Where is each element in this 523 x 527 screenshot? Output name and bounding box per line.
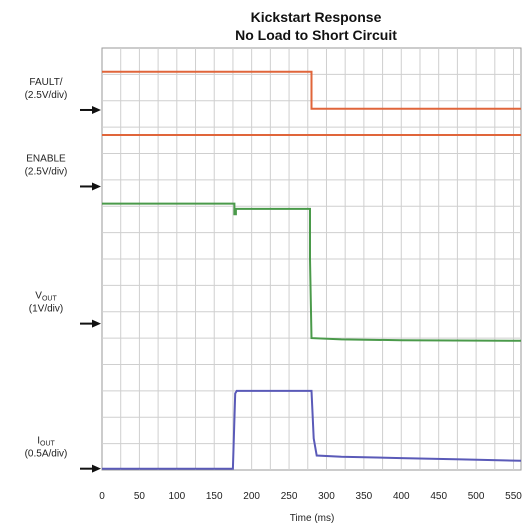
x-tick-label: 450: [430, 491, 447, 502]
x-tick-label: 100: [168, 491, 185, 502]
x-tick-label: 0: [99, 491, 105, 502]
channel-name-4: IOUT: [37, 436, 55, 448]
channel-name-3: VOUT: [35, 291, 57, 303]
x-tick-label: 200: [243, 491, 260, 502]
ground-arrow-head-4: [92, 464, 101, 473]
trace-3: [102, 202, 522, 342]
x-axis-label: Time (ms): [290, 513, 335, 524]
chart-title: Kickstart Response: [251, 9, 382, 25]
channel-name-2: ENABLE: [26, 153, 66, 164]
x-tick-labels: 0 50 100 150 200 250 300 350 400 450 500 550: [99, 491, 522, 502]
channel-scale-4: (0.5A/div): [25, 449, 68, 460]
channel-name-1: FAULT/: [29, 77, 62, 88]
chart-subtitle: No Load to Short Circuit: [235, 27, 397, 43]
channel-scale-1: (2.5V/div): [25, 90, 68, 101]
x-tick-label: 250: [281, 491, 298, 502]
trace-1: [102, 70, 521, 110]
ground-arrow-head-2: [92, 182, 101, 191]
x-tick-label: 350: [356, 491, 373, 502]
x-tick-label: 150: [206, 491, 223, 502]
x-tick-label: 400: [393, 491, 410, 502]
x-tick-label: 300: [318, 491, 335, 502]
channel-scale-3: (1V/div): [29, 304, 63, 315]
x-tick-label: 500: [468, 491, 485, 502]
traces: [102, 70, 522, 470]
x-tick-label: 50: [134, 491, 146, 502]
trace-4: [102, 389, 522, 470]
ground-arrow-head-3: [92, 319, 101, 328]
ground-arrow-head-1: [92, 105, 101, 114]
channel-labels: FAULT/ (2.5V/div) ENABLE (2.5V/div) VOUT(1V/…: [25, 77, 101, 473]
x-tick-label: 550: [505, 491, 522, 502]
channel-scale-2: (2.5V/div): [25, 166, 68, 177]
